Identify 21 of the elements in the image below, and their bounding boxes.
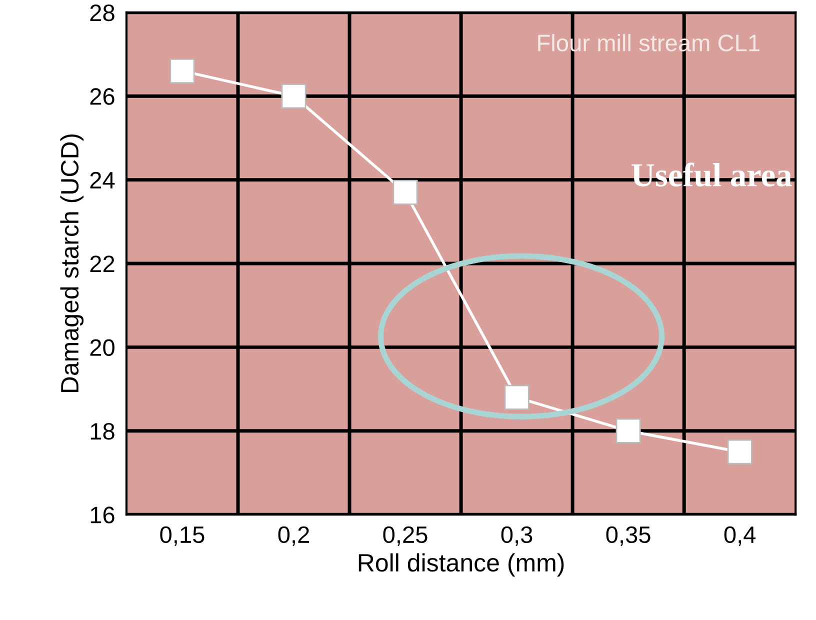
x-tick-label: 0,35 — [606, 526, 650, 546]
x-tick-label: 0,25 — [383, 526, 428, 546]
y-tick-label: 28 — [90, 4, 114, 22]
y-tick-label: 24 — [90, 172, 115, 188]
point — [504, 384, 530, 410]
y-tick-label: 26 — [90, 88, 114, 105]
point — [170, 58, 195, 84]
point — [281, 84, 306, 109]
y-tick-label: 20 — [90, 339, 114, 356]
x-tick-label: 0,15 — [160, 526, 204, 546]
y-tick-label: 22 — [90, 256, 114, 272]
x-tick-label: 0,4 — [724, 526, 756, 546]
point — [616, 418, 641, 444]
y-axis-title: Damaged starch (UCD) — [60, 134, 84, 392]
y-tick-label: 18 — [90, 422, 114, 440]
y-tick-label: 16 — [90, 506, 114, 524]
x-tick-label: 0,3 — [501, 526, 532, 546]
x-axis-title: Roll distance (mm) — [358, 553, 564, 577]
point — [392, 180, 418, 205]
x-tick-label: 0,2 — [278, 526, 309, 546]
point — [727, 439, 752, 464]
